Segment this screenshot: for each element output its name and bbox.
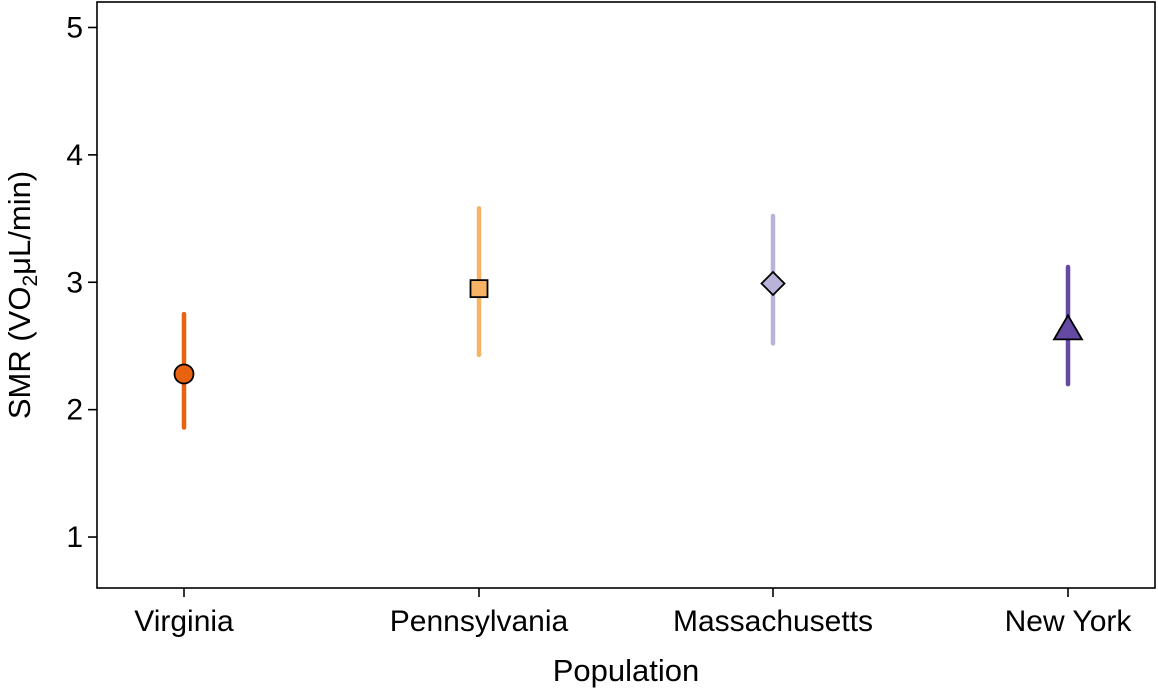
y-axis-title-suffix: μL/min) [2,171,37,275]
x-tick-label: Massachusetts [673,605,873,638]
triangle-marker [1052,313,1084,341]
x-tick-label: New York [1005,605,1133,638]
circle-marker [173,363,195,385]
data-markers [173,270,1084,385]
x-tick-label: Virginia [134,605,234,638]
y-tick-label: 5 [66,11,83,44]
y-axis-title: SMR (VO2μL/min) [2,171,42,419]
y-axis: 1 2 3 4 5 [66,11,97,554]
square-marker [469,279,489,299]
y-tick-label: 4 [66,139,83,172]
y-axis-title-prefix: SMR (VO [2,287,37,420]
plot-frame [96,1,1156,589]
y-axis-title-subscript: 2 [19,275,42,287]
y-tick-label: 3 [66,266,83,299]
x-tick-label: Pennsylvania [390,605,569,638]
x-axis: Virginia Pennsylvania Massachusetts New Yor… [134,588,1132,638]
x-axis-title: Population [553,653,700,688]
y-tick-label: 2 [66,394,83,427]
y-tick-label: 1 [66,521,83,554]
error-bars [181,206,1071,430]
diamond-marker [760,270,786,297]
